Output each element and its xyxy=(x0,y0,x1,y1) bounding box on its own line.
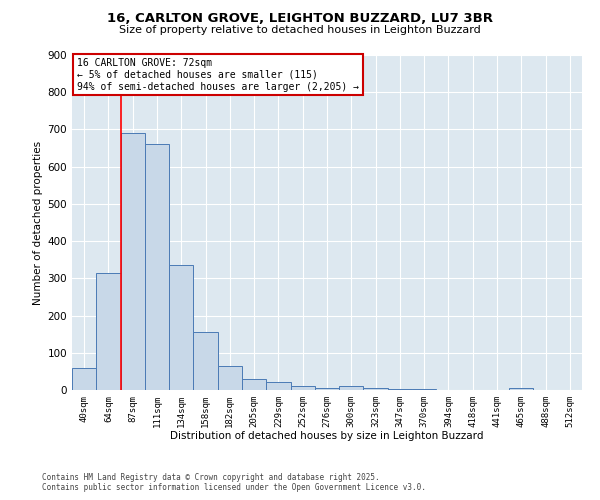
Bar xyxy=(218,366,242,390)
Bar xyxy=(315,388,339,390)
Bar xyxy=(169,266,193,390)
Bar xyxy=(96,273,121,390)
Bar xyxy=(121,133,145,390)
Text: 16, CARLTON GROVE, LEIGHTON BUZZARD, LU7 3BR: 16, CARLTON GROVE, LEIGHTON BUZZARD, LU7… xyxy=(107,12,493,26)
Bar xyxy=(339,386,364,390)
Text: Contains HM Land Registry data © Crown copyright and database right 2025.
Contai: Contains HM Land Registry data © Crown c… xyxy=(42,473,426,492)
Bar xyxy=(364,388,388,390)
X-axis label: Distribution of detached houses by size in Leighton Buzzard: Distribution of detached houses by size … xyxy=(170,432,484,442)
Text: 16 CARLTON GROVE: 72sqm
← 5% of detached houses are smaller (115)
94% of semi-de: 16 CARLTON GROVE: 72sqm ← 5% of detached… xyxy=(77,58,359,92)
Bar xyxy=(72,368,96,390)
Y-axis label: Number of detached properties: Number of detached properties xyxy=(34,140,43,304)
Bar xyxy=(193,332,218,390)
Text: Size of property relative to detached houses in Leighton Buzzard: Size of property relative to detached ho… xyxy=(119,25,481,35)
Bar xyxy=(290,386,315,390)
Bar xyxy=(242,379,266,390)
Bar xyxy=(266,382,290,390)
Bar xyxy=(145,144,169,390)
Bar xyxy=(509,388,533,390)
